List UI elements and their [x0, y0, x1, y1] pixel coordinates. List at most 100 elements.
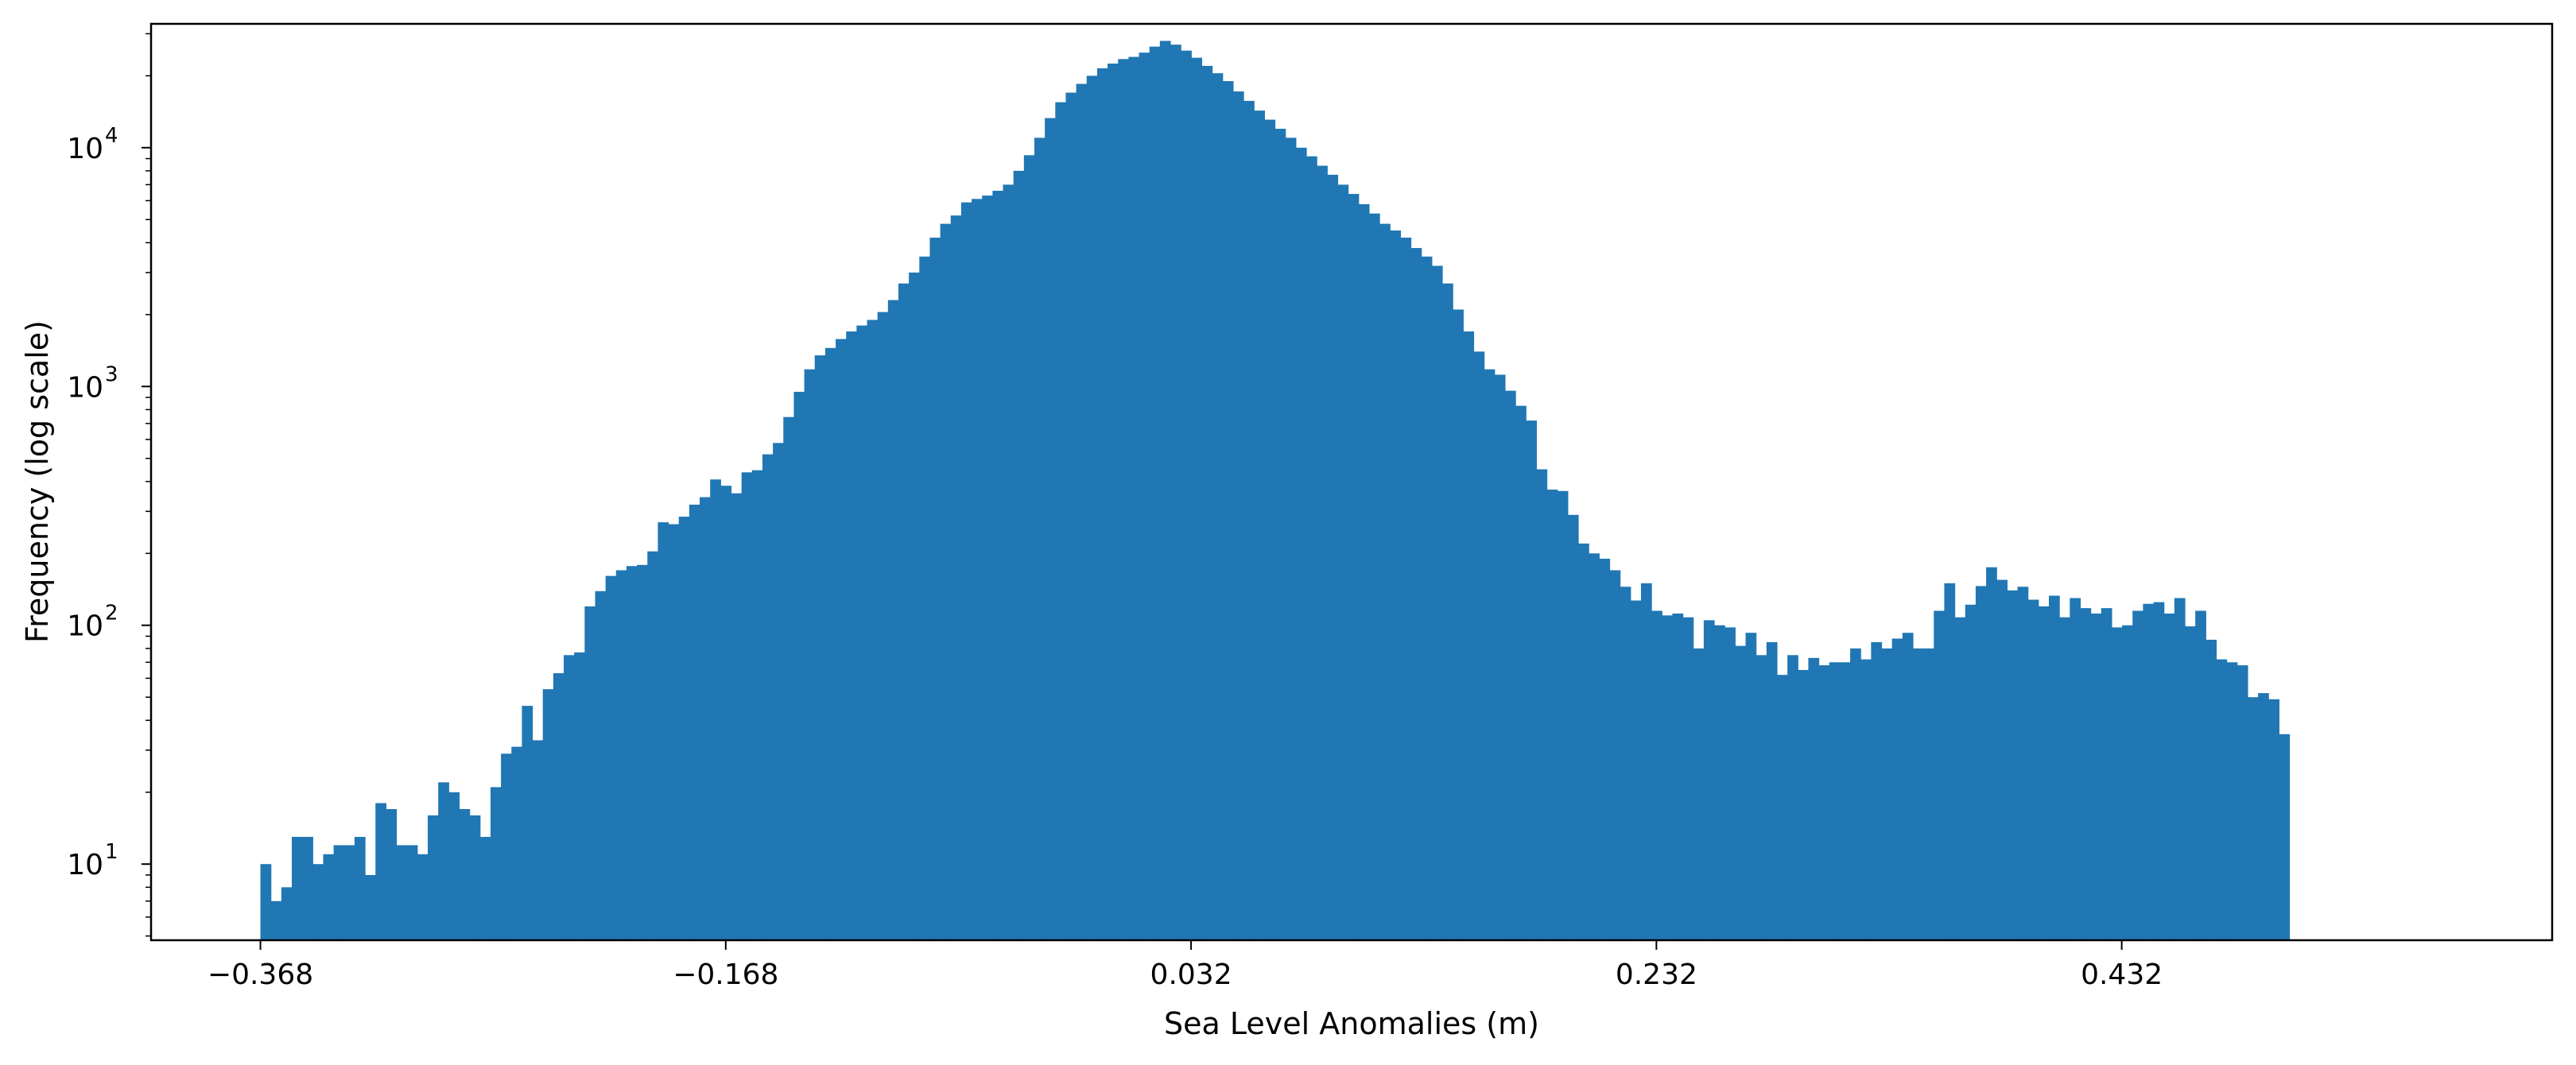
histogram-bar — [1986, 567, 1997, 940]
histogram-bar — [354, 836, 366, 940]
histogram-bar — [1578, 543, 1589, 940]
histogram-bar — [1400, 238, 1412, 940]
histogram-bar — [1703, 620, 1715, 940]
histogram-bar — [1034, 137, 1046, 941]
histogram-bar — [1139, 52, 1150, 941]
histogram-bar — [2101, 608, 2112, 940]
histogram-bar — [1672, 613, 1684, 940]
histogram-bar — [501, 753, 512, 940]
y-tick-label: 10 — [67, 610, 103, 643]
histogram-bar — [2132, 610, 2143, 940]
histogram-bar — [1850, 648, 1861, 940]
histogram-bar — [1567, 514, 1579, 940]
histogram-bar — [1944, 583, 1956, 940]
histogram-bar — [1264, 119, 1276, 940]
histogram-bar — [658, 522, 669, 940]
histogram-bar — [1891, 638, 1903, 940]
histogram-bar — [1222, 81, 1234, 940]
x-axis-label: Sea Level Anomalies (m) — [1164, 1006, 1539, 1041]
histogram-bar — [1212, 73, 1224, 940]
histogram-bar — [438, 782, 449, 940]
histogram-bar — [1055, 102, 1067, 941]
x-tick-label: −0.368 — [208, 958, 313, 991]
histogram-bar — [1996, 579, 2008, 940]
histogram-bar — [929, 238, 941, 940]
histogram-bar — [2143, 603, 2155, 940]
histogram-bar — [2163, 613, 2175, 940]
histogram-bar — [1201, 65, 1213, 940]
histogram-bar — [1735, 645, 1747, 940]
histogram-bar — [406, 845, 418, 940]
histogram-bar — [1630, 600, 1642, 940]
histogram-bar — [2017, 587, 2029, 940]
histogram-bar — [1651, 610, 1662, 940]
histogram-bar — [490, 787, 502, 940]
histogram-bar — [312, 864, 324, 940]
histogram-bar — [333, 845, 345, 940]
histogram-bar — [1640, 583, 1652, 940]
histogram-bar — [1348, 194, 1360, 941]
histogram-bar — [2226, 662, 2238, 940]
histogram-bar — [1463, 331, 1475, 940]
histogram-bar — [1808, 657, 1820, 940]
histogram-bar — [1965, 604, 1977, 940]
histogram-bar — [1923, 648, 1934, 940]
y-tick-label: 10 — [67, 849, 103, 881]
histogram-bar — [1431, 265, 1443, 940]
histogram-bar — [365, 874, 376, 940]
histogram-bar — [647, 551, 659, 940]
histogram-bar — [1609, 570, 1621, 940]
histogram-bar — [522, 706, 533, 940]
histogram-bar — [940, 223, 952, 941]
histogram-bar — [1745, 633, 1757, 940]
histogram-bar — [1368, 213, 1380, 940]
histogram-bar — [1254, 110, 1265, 940]
histogram-bar — [1526, 420, 1537, 940]
histogram-bar — [1191, 57, 1203, 940]
histogram-bar — [1442, 283, 1453, 940]
histogram-bar — [678, 517, 690, 940]
histogram-bar — [1421, 256, 1433, 940]
histogram-bar — [343, 845, 355, 940]
histogram-bar — [762, 454, 774, 940]
y-tick-exponent: 2 — [105, 602, 118, 625]
histogram-bar — [1108, 63, 1119, 941]
histogram-bar — [2122, 625, 2133, 940]
histogram-bar — [992, 191, 1004, 940]
x-tick-label: 0.432 — [2081, 958, 2163, 991]
histogram-bar — [2090, 613, 2102, 940]
histogram-bar — [574, 652, 585, 940]
histogram-bar — [2080, 608, 2092, 940]
histogram-bar — [626, 566, 638, 940]
histogram-bar — [1484, 369, 1496, 940]
histogram-bar — [710, 479, 721, 940]
histogram-bar — [846, 331, 857, 940]
histogram-bar — [1232, 91, 1244, 940]
histogram-bar — [1096, 68, 1108, 940]
x-tick-label: −0.168 — [673, 958, 778, 991]
histogram-bar — [1243, 100, 1255, 941]
histogram-bar — [1589, 553, 1600, 940]
histogram-bar — [375, 803, 386, 940]
histogram-bar — [972, 199, 983, 941]
histogram-bar — [459, 808, 471, 940]
histogram-bar — [270, 900, 282, 940]
histogram-bar — [1453, 309, 1464, 941]
histogram-bar — [1274, 129, 1286, 940]
x-axis-ticks: −0.368 −0.168 0.032 0.232 0.432 — [208, 940, 2163, 991]
histogram-bar — [1954, 617, 1966, 940]
histogram-bar — [898, 283, 910, 940]
histogram-bar — [1682, 617, 1694, 940]
histogram-bar — [1755, 655, 1767, 940]
histogram-bar — [1975, 586, 1987, 940]
histogram-bar — [448, 792, 460, 940]
histogram-bar — [773, 443, 784, 940]
y-tick-label: 10 — [67, 371, 103, 404]
histogram-bar — [2007, 590, 2019, 940]
histogram-bar — [1776, 675, 1788, 940]
histogram-bar — [1118, 59, 1129, 940]
histogram-bar — [1023, 155, 1035, 940]
histogram-bar — [836, 339, 847, 941]
histogram-bar — [1536, 469, 1548, 940]
